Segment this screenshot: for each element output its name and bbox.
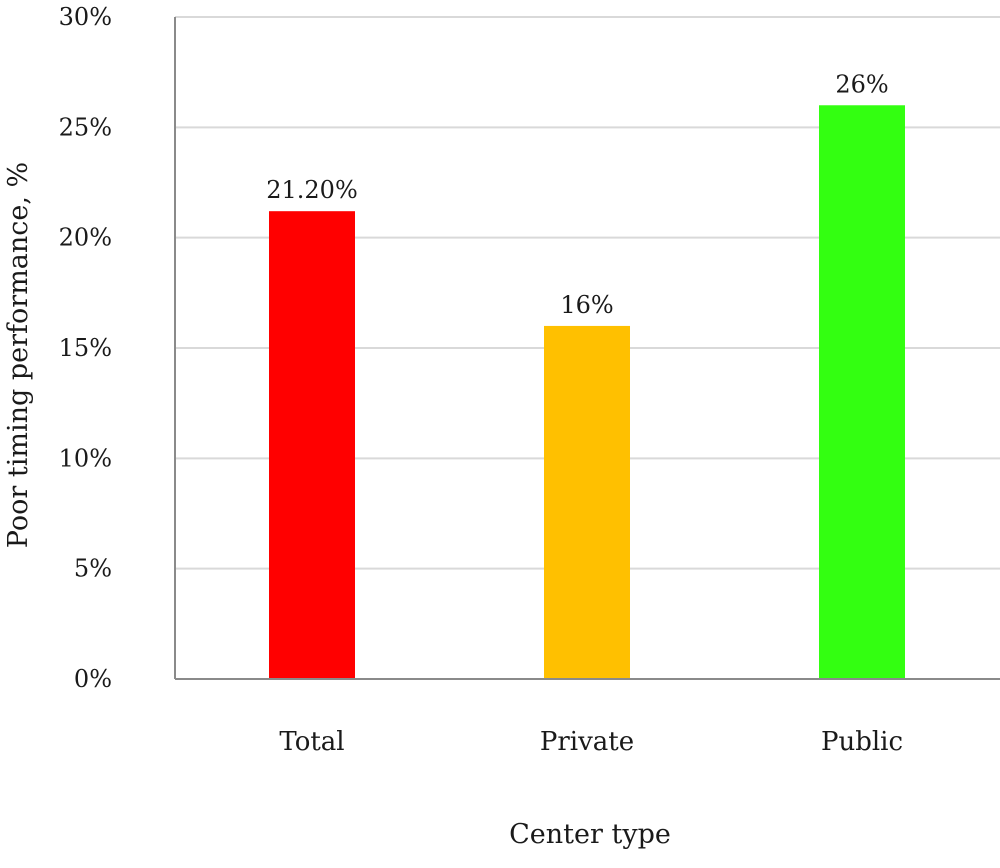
x-tick-labels: Total Private Public: [279, 727, 903, 757]
y-tick-label: 20%: [59, 224, 112, 252]
y-tick-label: 30%: [59, 3, 112, 31]
y-tick-label: 5%: [74, 555, 112, 583]
x-tick-label: Total: [279, 727, 344, 757]
x-tick-label: Public: [821, 727, 903, 757]
bar-private: [544, 325, 630, 679]
x-axis-title: Center type: [509, 819, 671, 850]
bars: [269, 105, 905, 680]
y-tick-labels: 0% 5% 10% 15% 20% 25% 30%: [59, 3, 112, 693]
data-labels: 21.20% 16% 26%: [266, 70, 888, 319]
y-tick-label: 25%: [59, 113, 112, 141]
y-tick-label: 10%: [59, 444, 112, 472]
y-tick-label: 0%: [74, 665, 112, 693]
bar-total: [269, 211, 355, 680]
y-tick-label: 15%: [59, 334, 112, 362]
data-label: 21.20%: [266, 176, 358, 204]
data-label: 26%: [835, 70, 888, 98]
bar-public: [819, 105, 905, 680]
y-axis-title: Poor timing performance, %: [3, 162, 34, 548]
data-label: 16%: [560, 291, 613, 319]
x-tick-label: Private: [540, 727, 634, 757]
